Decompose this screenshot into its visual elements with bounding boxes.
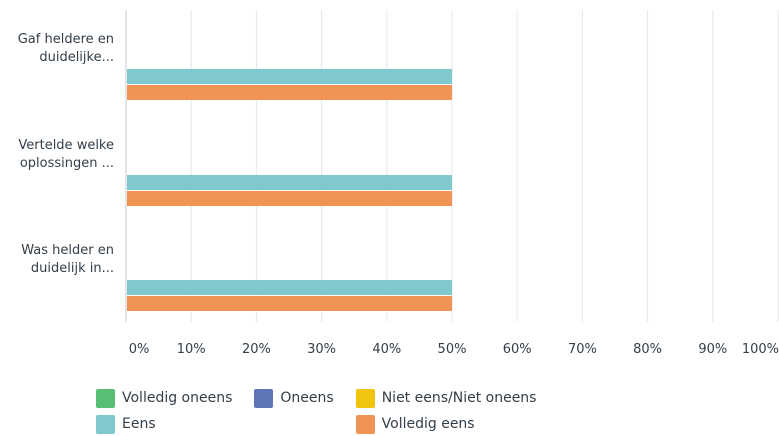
category-label: Vertelde welke	[18, 138, 114, 153]
legend-item: Volledig eens	[355, 414, 475, 434]
legend-label: Volledig eens	[381, 416, 475, 432]
x-tick-label: 10%	[177, 342, 206, 357]
x-tick-label: 0%	[129, 342, 150, 357]
bar-eens	[127, 175, 452, 190]
legend-label: Oneens	[280, 390, 334, 406]
x-tick-label: 90%	[698, 342, 727, 357]
x-tick-label: 50%	[438, 342, 467, 357]
x-tick-label: 100%	[742, 342, 779, 357]
legend-item: Niet eens/Niet oneens	[355, 388, 537, 408]
grid-lines	[190, 10, 779, 322]
legend: Volledig oneens Oneens Niet eens/Niet onee…	[96, 388, 776, 434]
legend-label: Volledig oneens	[122, 390, 233, 406]
x-tick-label: 80%	[633, 342, 662, 357]
legend-swatch	[254, 388, 274, 408]
legend-swatch	[355, 414, 375, 434]
x-tick-label: 70%	[568, 342, 597, 357]
bars	[127, 69, 452, 311]
legend-item: Oneens	[254, 388, 334, 408]
category-label: Gaf heldere en	[18, 32, 114, 47]
category-label: Was helder en	[21, 243, 114, 258]
legend-item: Eens	[96, 414, 156, 434]
bar-volledig-eens	[127, 191, 452, 206]
bar-eens	[127, 280, 452, 295]
x-tick-label: 30%	[307, 342, 336, 357]
legend-item: Volledig oneens	[96, 388, 232, 408]
x-tick-label: 40%	[372, 342, 401, 357]
bar-volledig-eens	[127, 296, 452, 311]
category-label: duidelijke...	[39, 50, 114, 65]
category-labels: Gaf heldere en duidelijke... Vertelde welk…	[18, 32, 114, 276]
legend-label: Niet eens/Niet oneens	[381, 390, 537, 406]
x-tick-label: 20%	[242, 342, 271, 357]
legend-swatch	[355, 388, 375, 408]
category-label: duidelijk in...	[31, 261, 114, 276]
bar-eens	[127, 69, 452, 84]
bar-chart: Gaf heldere en duidelijke... Vertelde welk…	[18, 10, 779, 357]
x-tick-labels: 0% 10% 20% 30% 40% 50% 60% 70% 80% 90% 100%	[129, 342, 779, 357]
legend-label: Eens	[122, 416, 156, 432]
x-tick-label: 60%	[503, 342, 532, 357]
legend-swatch	[96, 388, 115, 408]
legend-swatch	[96, 414, 115, 434]
bar-volledig-eens	[127, 85, 452, 100]
category-label: oplossingen ...	[20, 156, 114, 171]
